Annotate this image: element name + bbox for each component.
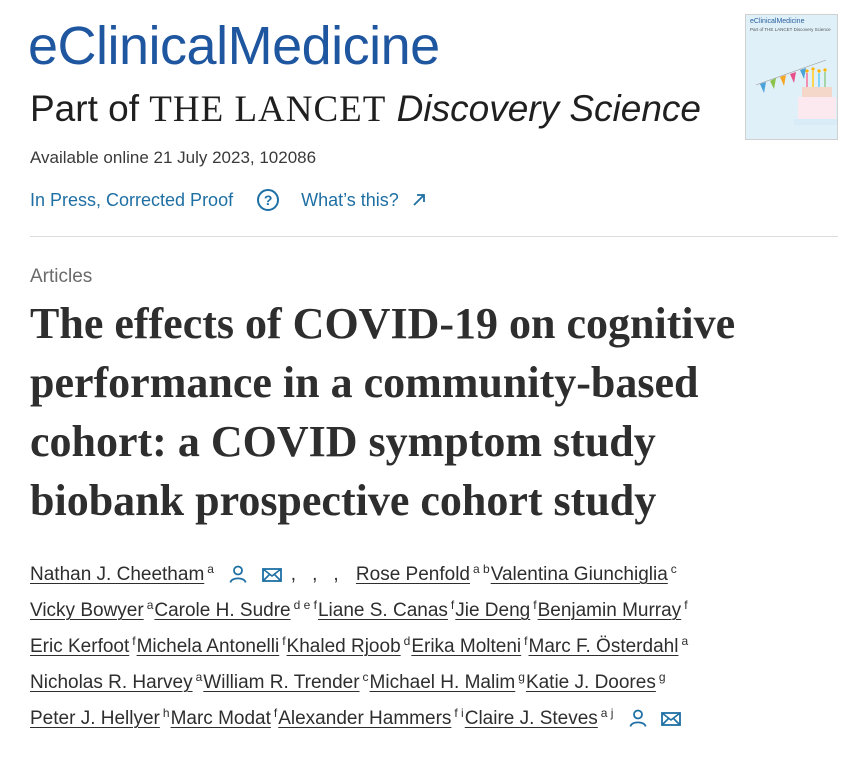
affiliation-marker[interactable]: a j	[600, 705, 614, 720]
cover-subtitle: Part of THE LANCET Discovery Science	[750, 27, 831, 32]
author-link[interactable]: Khaled Rjoob	[286, 636, 401, 657]
affiliation-marker[interactable]: f	[524, 633, 528, 648]
author-link[interactable]: Peter J. Hellyer	[30, 708, 160, 729]
affiliation-marker[interactable]: a b	[473, 561, 490, 576]
author-link[interactable]: Marc F. Österdahl	[528, 636, 679, 657]
affiliation-marker[interactable]: h	[162, 705, 170, 720]
affiliation-marker[interactable]: a	[195, 669, 203, 684]
affiliation-marker[interactable]: f	[533, 597, 537, 612]
author-link[interactable]: Benjamin Murray	[537, 600, 682, 621]
author-line: Vicky Bowyer aCarole H. Sudre d e fLiane S…	[30, 596, 689, 626]
author-line: Eric Kerfoot fMichela Antonelli fKhaled Rj…	[30, 632, 689, 662]
whats-this-link[interactable]: What’s this?	[301, 189, 399, 210]
separator: ,	[312, 564, 318, 585]
title-line: performance in a community-based	[30, 358, 699, 407]
person-icon[interactable]	[228, 564, 248, 594]
separator: ,	[333, 564, 339, 585]
journal-title[interactable]: eClinicalMedicine	[28, 16, 440, 76]
journal-cover-image[interactable]: eClinicalMedicine Part of THE LANCET Dis…	[745, 14, 838, 140]
title-line: The effects of COVID-19 on cognitive	[30, 299, 736, 348]
affiliation-marker[interactable]: f	[282, 633, 286, 648]
affiliation-marker[interactable]: c	[362, 669, 369, 684]
affiliation-marker[interactable]: d	[403, 633, 411, 648]
author-line: Nathan J. Cheetham a ,,, Rose Penfold a bV…	[30, 560, 678, 590]
question-circle-icon[interactable]: ?	[257, 189, 280, 211]
author-link[interactable]: Liane S. Canas	[317, 600, 448, 621]
author-line: Nicholas R. Harvey aWilliam R. Trender cMi…	[30, 668, 667, 698]
envelope-icon[interactable]	[261, 564, 282, 594]
affiliation-marker[interactable]: f	[450, 597, 455, 612]
external-link-arrow-icon[interactable]	[411, 192, 427, 208]
header-divider	[30, 236, 838, 237]
cover-title: eClinicalMedicine	[750, 18, 805, 25]
affiliation-marker[interactable]: f	[273, 705, 278, 720]
affiliation-marker[interactable]: d e f	[293, 597, 317, 612]
affiliation-marker[interactable]: c	[670, 561, 677, 576]
author-link[interactable]: Michael H. Malim	[369, 672, 516, 693]
envelope-icon[interactable]	[661, 708, 681, 738]
author-link[interactable]: William R. Trender	[203, 672, 360, 693]
author-link[interactable]: Marc Modat	[170, 708, 271, 729]
affiliation-marker[interactable]: g	[518, 669, 525, 684]
section-label: Articles	[30, 266, 93, 287]
availability-date: Available online 21 July 2023, 102086	[30, 148, 317, 167]
author-link[interactable]: Katie J. Doores	[525, 672, 656, 693]
affiliation-marker[interactable]: f i	[454, 705, 464, 720]
affiliation-marker[interactable]: f	[684, 597, 688, 612]
author-link[interactable]: Jie Deng	[455, 600, 531, 621]
author-link[interactable]: Nathan J. Cheetham	[30, 564, 205, 585]
title-line: cohort: a COVID symptom study	[30, 417, 656, 466]
author-link[interactable]: Eric Kerfoot	[30, 636, 130, 657]
author-link[interactable]: Claire J. Steves	[464, 708, 598, 729]
affiliation-marker[interactable]: a	[207, 561, 214, 576]
author-link[interactable]: Erika Molteni	[411, 636, 522, 657]
author-link[interactable]: Rose Penfold	[355, 564, 470, 585]
author-link[interactable]: Valentina Giunchiglia	[490, 564, 668, 585]
separator: ,	[290, 564, 297, 585]
affiliation-marker[interactable]: a	[681, 633, 689, 648]
author-link[interactable]: Carole H. Sudre	[154, 600, 291, 621]
author-link[interactable]: Michela Antonelli	[136, 636, 280, 657]
person-icon[interactable]	[628, 708, 648, 738]
author-line: Peter J. Hellyer hMarc Modat fAlexander Ha…	[30, 704, 681, 734]
author-link[interactable]: Alexander Hammers	[278, 708, 452, 729]
author-link[interactable]: Nicholas R. Harvey	[30, 672, 193, 693]
article-title: The effects of COVID-19 on cognitive per…	[30, 294, 830, 530]
title-line: biobank prospective cohort study	[30, 476, 657, 525]
journal-subtitle: Part of THE LANCET Discovery Science	[30, 88, 702, 130]
affiliation-marker[interactable]: f	[132, 633, 136, 648]
affiliation-marker[interactable]: a	[146, 597, 154, 612]
in-press-link[interactable]: In Press, Corrected Proof	[30, 189, 234, 210]
status-row: In Press, Corrected Proof ? What’s this?	[30, 186, 427, 214]
author-link[interactable]: Vicky Bowyer	[30, 600, 144, 621]
cover-illustration	[746, 15, 837, 139]
affiliation-marker[interactable]: g	[658, 669, 666, 684]
